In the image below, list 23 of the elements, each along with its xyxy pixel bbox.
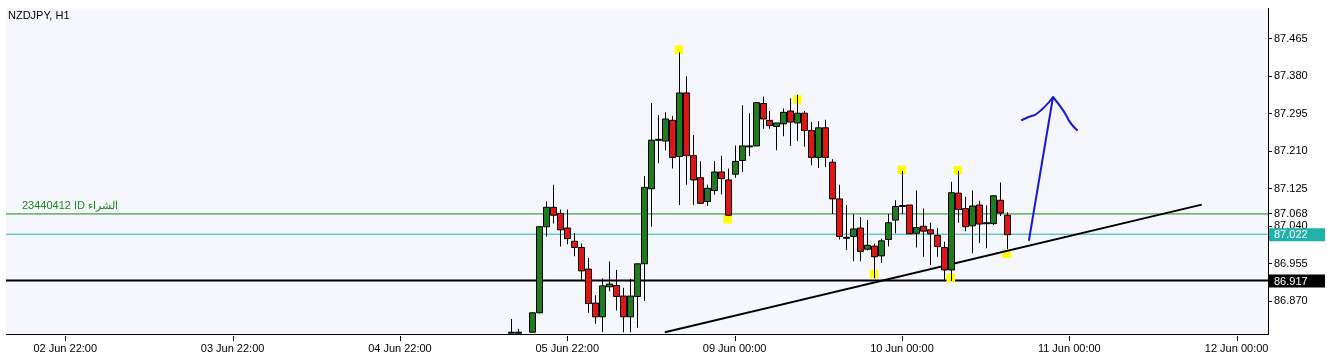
x-tick-label: 10 Jun 00:00 [870,341,934,354]
x-tick-label: 12 Jun 00:00 [1204,341,1269,354]
y-tick-label: 87.210 [1274,144,1308,157]
y-tick-label: 87.125 [1274,181,1308,194]
x-tick-label: 03 Jun 22:00 [200,341,265,354]
x-tick-label: 04 Jun 22:00 [368,341,432,354]
chart-title: NZDJPY, H1 [8,9,70,22]
y-tick-label: 87.465 [1274,31,1308,44]
x-tick-label: 11 Jun 00:00 [1037,341,1101,354]
x-tick-label: 09 Jun 00:00 [702,341,767,354]
point [953,165,962,175]
point [723,214,732,224]
y-tick-label: 87.295 [1274,106,1308,119]
ref-line-label: 87.022 [1274,228,1308,241]
ref-line-label: 86.917 [1274,274,1308,287]
y-tick-label: 87.068 [1274,206,1308,219]
x-tick-label: 05 Jun 22:00 [535,341,600,354]
annotation: 23440412 ID الشراء [22,199,119,213]
y-tick-label: 86.870 [1274,294,1308,307]
y-tick-label: 87.380 [1274,69,1308,82]
x-tick-label: 02 Jun 22:00 [33,341,98,354]
point [674,45,684,54]
y-tick-label: 86.955 [1274,256,1308,269]
